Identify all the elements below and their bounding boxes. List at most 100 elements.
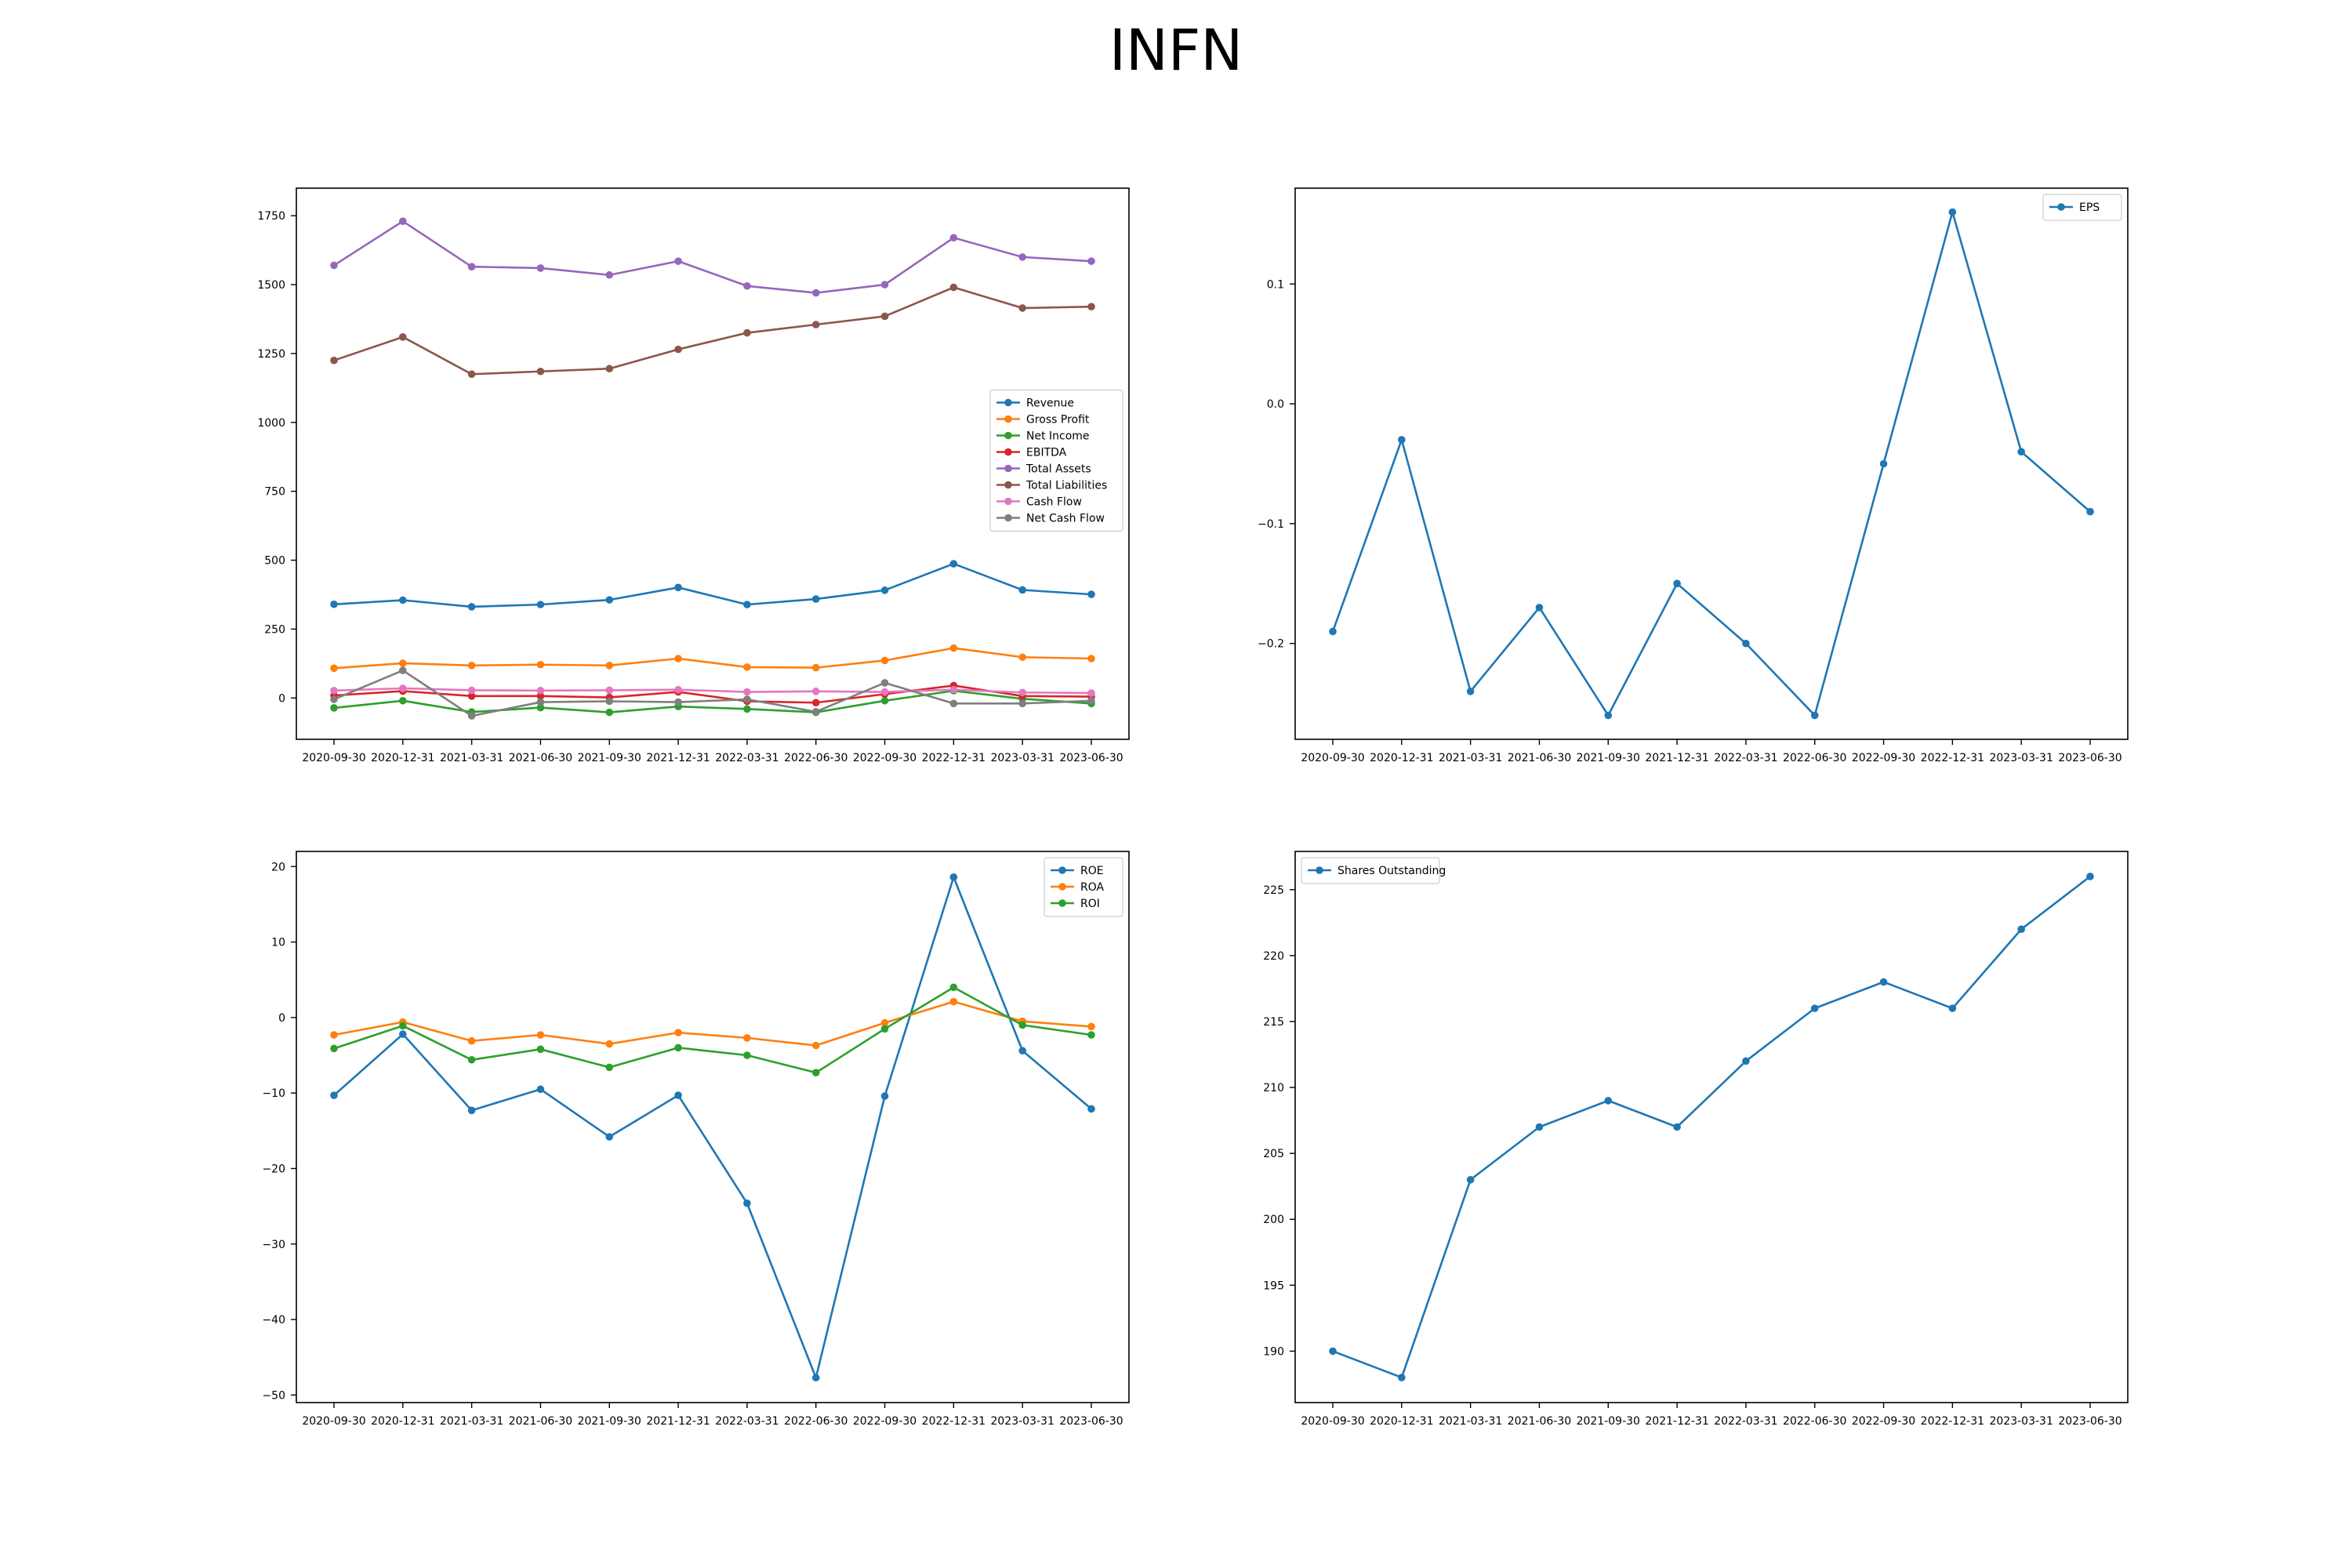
legend-label: Gross Profit xyxy=(1026,414,1090,426)
data-point xyxy=(467,692,476,700)
data-point xyxy=(1018,1021,1026,1029)
data-point xyxy=(1087,590,1095,598)
data-point xyxy=(605,365,614,373)
x-tick-label: 2022-03-31 xyxy=(715,1415,779,1428)
axes-frame xyxy=(296,187,1130,740)
data-point xyxy=(1466,688,1475,695)
legend-item: Net Cash Flow xyxy=(996,513,1105,525)
series-line xyxy=(333,669,1092,717)
data-point xyxy=(1087,1031,1095,1039)
data-point xyxy=(1018,699,1026,708)
chart-4: 2020-09-30 2020-12-31 2021-03-31 2021-06-30… xyxy=(1263,851,2129,1428)
series-roe xyxy=(330,873,1095,1382)
y-tick-label: 225 xyxy=(1263,884,1284,897)
x-tick-label: 2022-06-30 xyxy=(784,1415,848,1428)
data-point xyxy=(1879,459,1888,468)
x-tick-label: 2022-03-31 xyxy=(715,752,779,764)
legend-swatch-marker xyxy=(1004,431,1012,440)
data-point xyxy=(1535,604,1544,612)
data-point xyxy=(949,983,958,992)
y-tick-label: 0 xyxy=(278,1012,285,1025)
legend-label: Total Liabilities xyxy=(1025,480,1107,492)
data-point xyxy=(674,583,682,592)
y-tick-label: 1500 xyxy=(257,279,285,292)
y-tick-label: −50 xyxy=(262,1389,285,1402)
data-point xyxy=(1329,627,1337,636)
data-point xyxy=(605,270,614,279)
legend: Shares Outstanding xyxy=(1301,857,1446,884)
legend-item: Cash Flow xyxy=(996,496,1082,509)
data-point xyxy=(1604,1097,1613,1105)
y-tick-label: 0 xyxy=(278,692,285,705)
legend-item: Net Income xyxy=(996,430,1090,443)
x-tick-label: 2020-09-30 xyxy=(302,752,365,764)
legend-swatch-marker xyxy=(1004,398,1012,407)
data-point xyxy=(880,1025,889,1033)
x-tick-label: 2023-03-31 xyxy=(990,752,1054,764)
data-point xyxy=(880,696,889,705)
data-point xyxy=(330,686,338,695)
data-point xyxy=(536,1085,545,1094)
x-tick-label: 2023-06-30 xyxy=(1059,1415,1123,1428)
data-point xyxy=(743,1034,751,1042)
data-point xyxy=(811,688,820,695)
figure-title: INFN xyxy=(1109,17,1243,83)
data-point xyxy=(743,688,751,696)
data-point xyxy=(330,1091,338,1099)
x-tick-label: 2020-09-30 xyxy=(302,1415,365,1428)
data-point xyxy=(880,586,889,594)
data-point xyxy=(399,217,407,225)
data-point xyxy=(399,596,407,604)
x-tick-label: 2022-12-31 xyxy=(922,752,985,764)
data-point xyxy=(399,684,407,692)
y-tick-label: −0.1 xyxy=(1258,518,1284,531)
data-point xyxy=(467,1055,476,1064)
series-line xyxy=(333,986,1092,1074)
legend-swatch-marker xyxy=(1058,899,1066,907)
data-point xyxy=(605,697,614,706)
x-tick-label: 2022-12-31 xyxy=(1921,752,1984,764)
data-point xyxy=(1087,257,1095,265)
data-point xyxy=(1742,1057,1750,1065)
x-tick-label: 2022-12-31 xyxy=(1921,1415,1984,1428)
legend-label: Total Assets xyxy=(1025,463,1091,476)
y-tick-label: 1250 xyxy=(257,348,285,361)
series-gross-profit xyxy=(330,644,1095,673)
legend-box xyxy=(989,389,1123,532)
series-line xyxy=(333,220,1092,294)
y-tick-label: 1000 xyxy=(257,417,285,430)
x-tick-label: 2020-09-30 xyxy=(1301,752,1364,764)
legend-item: EBITDA xyxy=(996,447,1067,459)
x-tick-label: 2023-03-31 xyxy=(990,1415,1054,1428)
legend-label: Revenue xyxy=(1026,397,1074,410)
legend-item: ROE xyxy=(1051,865,1104,877)
data-point xyxy=(674,685,682,694)
legend-swatch-marker xyxy=(1004,497,1012,506)
data-point xyxy=(536,264,545,272)
data-point xyxy=(1398,1374,1406,1381)
data-point xyxy=(1879,978,1888,986)
data-point xyxy=(399,1030,407,1038)
x-tick-label: 2021-06-30 xyxy=(509,752,572,764)
chart-3: 2020-09-30 2020-12-31 2021-03-31 2021-06-30… xyxy=(262,851,1130,1428)
x-tick-label: 2020-09-30 xyxy=(1301,1415,1364,1428)
data-point xyxy=(1018,253,1026,261)
x-tick-label: 2022-06-30 xyxy=(1783,1415,1846,1428)
series-revenue xyxy=(330,560,1095,611)
data-point xyxy=(536,367,545,376)
data-point xyxy=(811,321,820,328)
data-point xyxy=(811,1069,820,1076)
legend-item: Total Liabilities xyxy=(996,480,1107,492)
x-tick-label: 2023-03-31 xyxy=(1989,752,2053,764)
data-point xyxy=(330,664,338,673)
data-point xyxy=(674,698,682,706)
data-point xyxy=(811,289,820,297)
data-point xyxy=(330,1044,338,1053)
y-tick-label: 215 xyxy=(1263,1016,1284,1029)
x-tick-label: 2021-09-30 xyxy=(578,752,641,764)
series-net-cash-flow xyxy=(330,666,1095,720)
y-tick-label: 0.0 xyxy=(1267,398,1284,411)
data-point xyxy=(1673,1123,1681,1131)
legend-label: Cash Flow xyxy=(1026,496,1082,509)
